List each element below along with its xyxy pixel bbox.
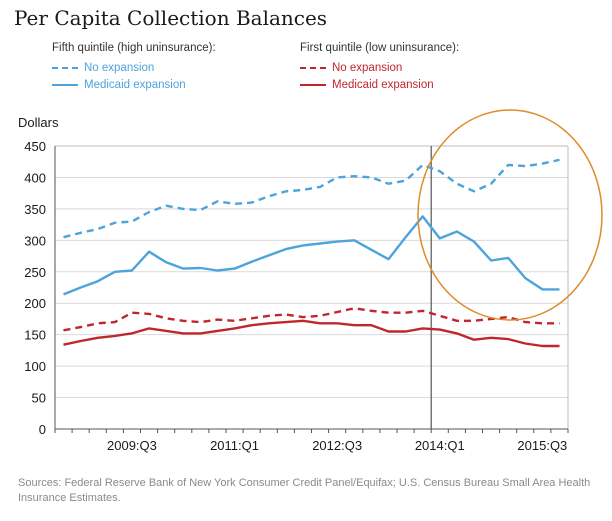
x-tick-label: 2009:Q3 xyxy=(107,438,157,453)
legend-group-first-quintile: First quintile (low uninsurance): No exp… xyxy=(300,42,560,93)
legend-group-fifth-quintile: Fifth quintile (high uninsurance): No ex… xyxy=(52,42,312,93)
legend-swatch-solid-red xyxy=(300,83,326,86)
legend-swatch-solid-blue xyxy=(52,83,78,86)
x-tick-label: 2014:Q1 xyxy=(415,438,465,453)
legend-label: Medicaid expansion xyxy=(332,78,434,91)
line-chart: 0 50 100 150 200 250 300 350 400 450 2009:Q3 2011:Q… xyxy=(24,109,603,453)
series-line xyxy=(63,158,560,239)
y-tick-label: 300 xyxy=(24,233,46,248)
legend-label: Medicaid expansion xyxy=(84,78,186,91)
legend-label: No expansion xyxy=(332,61,403,74)
y-tick-label: 0 xyxy=(39,422,46,437)
y-tick-label: 350 xyxy=(24,202,46,217)
x-tick-label: 2015:Q3 xyxy=(517,438,567,453)
y-tick-label: 100 xyxy=(24,359,46,374)
y-tick-label: 450 xyxy=(24,139,46,154)
x-tick-label: 2011:Q1 xyxy=(210,438,259,453)
legend-item: Medicaid expansion xyxy=(300,76,560,93)
y-tick-label: 150 xyxy=(24,328,46,343)
legend-heading: Fifth quintile (high uninsurance): xyxy=(52,42,216,54)
legend-item: Medicaid expansion xyxy=(52,76,312,93)
y-tick-label: 50 xyxy=(32,391,46,406)
y-tick-label: 250 xyxy=(24,265,46,280)
legend-swatch-dashed-blue xyxy=(52,66,78,69)
x-tick-label: 2012:Q3 xyxy=(312,438,362,453)
series-line xyxy=(63,319,560,348)
source-note: Sources: Federal Reserve Bank of New Yor… xyxy=(18,477,591,504)
highlight-ellipse xyxy=(417,109,603,321)
series-line xyxy=(63,215,560,296)
legend-item: No expansion xyxy=(300,59,560,76)
series-line xyxy=(63,307,560,332)
y-tick-label: 400 xyxy=(24,170,46,185)
legend-heading: First quintile (low uninsurance): xyxy=(300,42,460,54)
y-axis-label: Dollars xyxy=(18,115,59,130)
legend-swatch-dashed-red xyxy=(300,66,326,69)
chart-title: Per Capita Collection Balances xyxy=(14,6,328,30)
legend-item: No expansion xyxy=(52,59,312,76)
legend-label: No expansion xyxy=(84,61,155,74)
y-tick-label: 200 xyxy=(24,296,46,311)
